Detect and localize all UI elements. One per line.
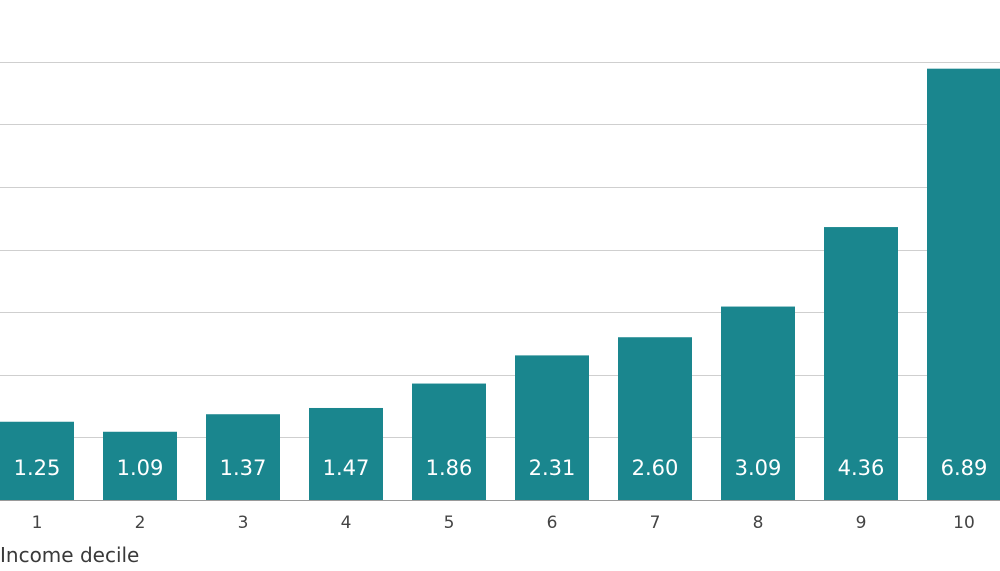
bar-value-label: 2.31 <box>529 456 576 480</box>
x-tick-label: 8 <box>753 513 764 533</box>
bar-decile-2 <box>103 431 177 500</box>
bar-value-label: 1.25 <box>14 456 61 480</box>
bar-decile-10 <box>927 68 1000 500</box>
x-tick-label: 9 <box>856 513 867 533</box>
bar-value-label: 2.60 <box>632 456 679 480</box>
x-tick-label: 10 <box>953 513 975 533</box>
bar-value-label: 3.09 <box>735 456 782 480</box>
bar-value-labels: 1.25 1.09 1.37 1.47 1.86 2.31 2.60 3.09 4.36 6.89 <box>14 456 988 480</box>
bar-decile-1 <box>0 421 74 500</box>
x-tick-label: 4 <box>341 513 352 533</box>
bar-value-label: 1.09 <box>117 456 164 480</box>
bar-value-label: 1.37 <box>220 456 267 480</box>
x-tick-label: 2 <box>135 513 146 533</box>
bar-decile-8 <box>721 306 795 500</box>
x-tick-label: 1 <box>32 513 43 533</box>
x-tick-label: 7 <box>650 513 661 533</box>
bar-decile-9 <box>824 227 898 500</box>
gridlines <box>0 62 1000 501</box>
bar-value-label: 1.47 <box>323 456 370 480</box>
bar-value-label: 4.36 <box>838 456 885 480</box>
x-axis-tick-labels: 1 2 3 4 5 6 7 8 9 10 <box>32 513 975 533</box>
bar-decile-7 <box>618 337 692 500</box>
bar-value-label: 1.86 <box>426 456 473 480</box>
bar-decile-3 <box>206 414 280 500</box>
bar-decile-6 <box>515 355 589 500</box>
x-tick-label: 6 <box>547 513 558 533</box>
bar-value-label: 6.89 <box>941 456 988 480</box>
bars <box>0 68 1000 500</box>
bar-decile-5 <box>412 383 486 500</box>
bar-decile-4 <box>309 407 383 500</box>
x-tick-label: 5 <box>444 513 455 533</box>
x-axis-title: Income decile <box>0 543 140 567</box>
x-tick-label: 3 <box>238 513 249 533</box>
